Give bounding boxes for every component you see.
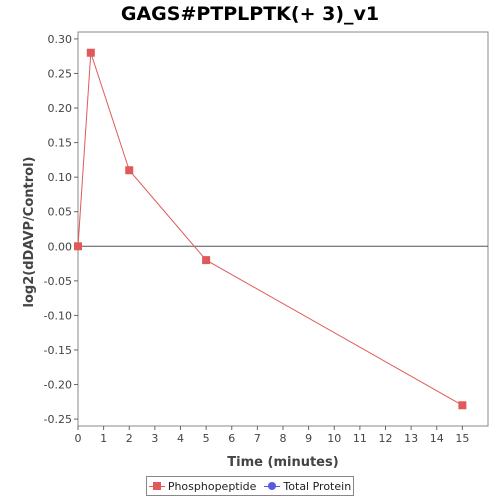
y-tick-label: 0.10: [48, 171, 73, 184]
legend-label-phosphopeptide: Phosphopeptide: [167, 479, 257, 493]
x-tick-label: 12: [379, 432, 393, 445]
y-tick-label: 0.20: [48, 102, 73, 115]
y-tick-label: -0.25: [44, 413, 72, 426]
y-tick-label: 0.30: [48, 33, 73, 46]
legend-item-total-protein: Total Protein: [264, 480, 351, 493]
x-tick-label: 13: [404, 432, 418, 445]
x-tick-label: 3: [151, 432, 158, 445]
legend-item-phosphopeptide: Phosphopeptide: [148, 479, 257, 493]
phosphopeptide-legend-icon: [148, 481, 165, 491]
y-tick-label: -0.15: [44, 344, 72, 357]
x-tick-label: 0: [75, 432, 82, 445]
legend: Phosphopeptide Total Protein: [146, 476, 354, 496]
x-tick-label: 4: [177, 432, 184, 445]
y-tick-label: -0.10: [44, 309, 72, 322]
x-tick-label: 1: [100, 432, 107, 445]
phosphopeptide-point: [125, 166, 134, 175]
phosphopeptide-point: [458, 401, 467, 410]
y-tick-label: -0.20: [44, 379, 72, 392]
x-tick-label: 8: [280, 432, 287, 445]
x-tick-label: 11: [353, 432, 367, 445]
phosphopeptide-point: [202, 256, 211, 265]
x-tick-label: 15: [455, 432, 469, 445]
x-axis-title: Time (minutes): [227, 455, 338, 470]
y-tick-label: 0.05: [48, 206, 73, 219]
plot-area: [77, 31, 489, 427]
phosphopeptide-point: [86, 48, 95, 57]
x-tick-label: 5: [203, 432, 210, 445]
y-axis-title: log2(dDAVP/Control): [22, 157, 37, 308]
y-tick-label: -0.05: [44, 275, 72, 288]
x-tick-label: 2: [126, 432, 133, 445]
x-tick-label: 10: [327, 432, 341, 445]
y-tick-label: 0.15: [48, 137, 73, 150]
total-protein-legend-icon: [264, 481, 281, 491]
legend-label-total-protein: Total Protein: [283, 479, 352, 493]
x-tick-label: 14: [430, 432, 444, 445]
y-tick-label: 0.00: [48, 240, 73, 253]
phosphopeptide-point: [74, 242, 82, 251]
x-tick-label: 6: [228, 432, 235, 445]
chart-title: GAGS#PTPLPTK(+ 3)_v1: [120, 3, 380, 25]
x-tick-label: 9: [305, 432, 312, 445]
x-tick-label: 7: [254, 432, 261, 445]
y-tick-label: 0.25: [48, 67, 73, 80]
